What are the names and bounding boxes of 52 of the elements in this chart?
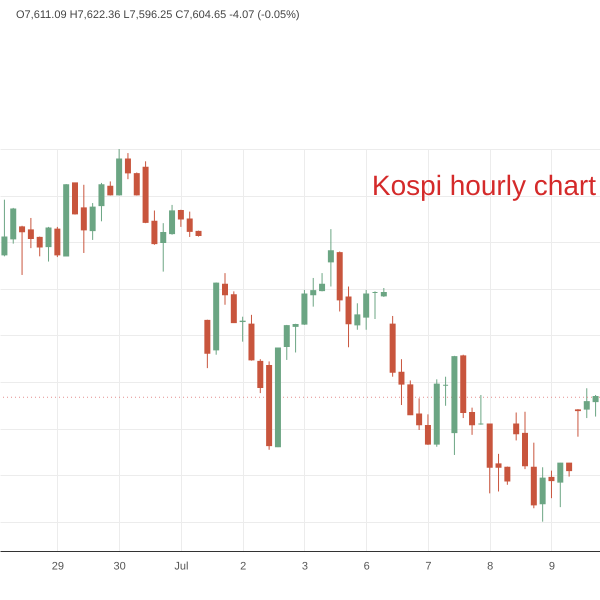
x-tick-label: 8: [487, 560, 494, 572]
candlestick: [496, 453, 502, 492]
candlestick: [557, 462, 564, 508]
candlestick: [319, 272, 326, 292]
candlestick: [424, 414, 431, 446]
candlestick: [478, 394, 484, 426]
candlestick: [566, 462, 572, 478]
candlestick: [124, 152, 131, 180]
candlestick: [574, 408, 581, 438]
candlestick: [363, 289, 370, 330]
x-tick-label: 9: [548, 560, 556, 572]
candlestick: [548, 470, 554, 499]
text: Kospi hourly chart: [372, 170, 596, 201]
candlestick: [151, 210, 158, 246]
candlestick: [584, 388, 590, 419]
candlestick: [469, 407, 476, 436]
x-tick-label: 3: [302, 560, 308, 572]
candlestick: [80, 184, 87, 254]
x-tick-label: 7: [425, 560, 432, 572]
candlestick: [134, 172, 140, 196]
candlestick: [292, 323, 299, 353]
candlestick: [592, 394, 599, 418]
candlestick: [107, 180, 114, 196]
text: O7,611.09 H7,622.36 L7,596.25 C7,604.65 -4.07 (-0.05%): [16, 9, 300, 21]
x-tick-label: 2: [240, 560, 246, 572]
candlestick: [310, 277, 316, 308]
x-tick-label: 30: [113, 560, 126, 572]
candlestick: [160, 222, 166, 272]
candlestick: [169, 204, 176, 236]
candlestick: [19, 225, 26, 276]
candlestick: [284, 324, 290, 360]
candlestick: [46, 226, 52, 262]
candlestick: [513, 412, 520, 441]
candlestick: [186, 211, 193, 238]
x-tick-label: 6: [364, 560, 370, 572]
x-tick-label: Jul: [174, 560, 188, 572]
candlestick: [504, 466, 510, 486]
candlestick: [354, 302, 360, 330]
candlestick: [442, 376, 449, 406]
candlestick: [98, 182, 104, 222]
candlestick: [328, 228, 334, 288]
candlestick: [1, 199, 8, 257]
candlestick: [398, 358, 404, 406]
candlestick: [36, 236, 43, 257]
x-tick-label: 29: [52, 560, 64, 572]
candlestick: [372, 290, 378, 320]
candlestick: [178, 209, 184, 228]
candlestick: [90, 202, 96, 240]
candlestick: [28, 217, 34, 249]
candlestick: [222, 272, 228, 306]
candlestick: [240, 316, 246, 342]
candlestick: [416, 398, 422, 430]
